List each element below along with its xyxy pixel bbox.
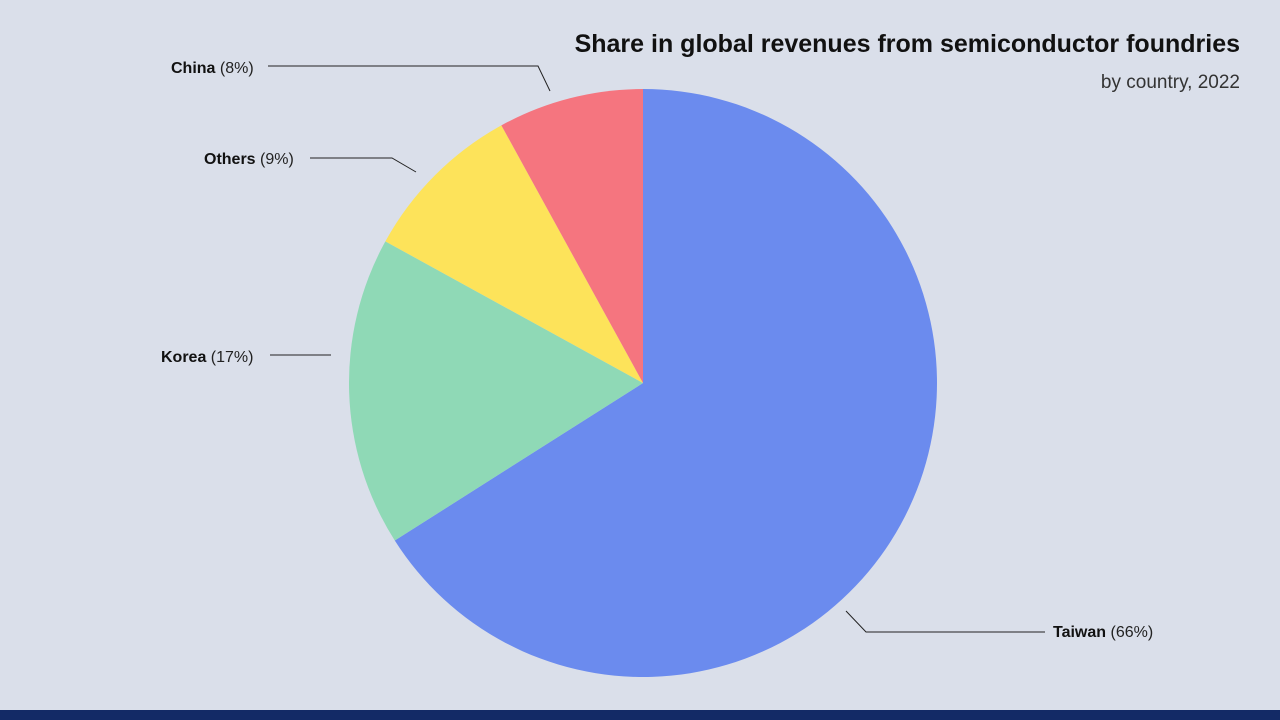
slice-label-percent: (8%) — [215, 60, 253, 77]
leader-line-taiwan — [845, 610, 1045, 633]
pie-slice-taiwan — [394, 89, 938, 678]
slice-label-percent: (9%) — [256, 151, 294, 168]
chart-subtitle: by country, 2022 — [1100, 72, 1240, 93]
leader-line-others — [310, 157, 417, 173]
slice-label-name: Others — [204, 151, 256, 168]
slice-label-korea: Korea (17%) — [161, 349, 253, 366]
slice-label-name: China — [171, 60, 216, 77]
slice-label-percent: (17%) — [206, 349, 253, 366]
footer-bar — [0, 710, 1280, 720]
chart-title: Share in global revenues from semiconduc… — [574, 30, 1240, 58]
slice-label-name: Korea — [161, 349, 206, 366]
pie-slice-china — [501, 89, 643, 383]
slice-label-china: China (8%) — [171, 60, 254, 77]
slice-label-name: Taiwan — [1053, 624, 1106, 641]
pie-slice-korea — [348, 241, 643, 541]
slice-label-others: Others (9%) — [204, 151, 294, 168]
slice-label-percent: (66%) — [1106, 624, 1153, 641]
slice-label-taiwan: Taiwan (66%) — [1053, 624, 1153, 641]
leader-line-china — [268, 65, 551, 92]
pie-slice-others — [385, 125, 643, 383]
